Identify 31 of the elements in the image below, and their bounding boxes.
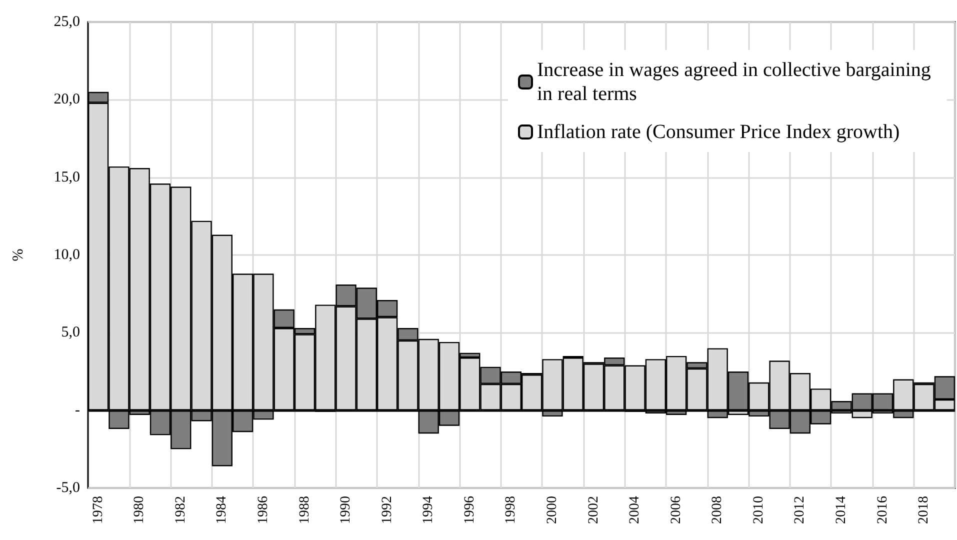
y-tick-label: 20,0 [54, 92, 80, 108]
x-tick-label: 1994 [421, 496, 436, 524]
x-tick-label: 1978 [90, 496, 106, 524]
y-tick-label: 15,0 [54, 169, 80, 186]
x-tick-label: 1980 [132, 496, 148, 524]
x-tick-label: 1990 [338, 496, 354, 524]
x-tick-label: 2012 [792, 496, 808, 524]
x-tick-label: 2002 [586, 496, 602, 524]
y-tick-label: 10,0 [54, 247, 80, 263]
x-tick-label: 1982 [173, 496, 188, 524]
x-tick-label: 1992 [380, 496, 395, 524]
y-tick-label: 25,0 [54, 14, 80, 30]
y-tick-label: - [75, 402, 80, 418]
y-tick-label: 5,0 [61, 324, 80, 341]
legend-label: Increase in wages agreed in collective bargaining in real terms [537, 59, 936, 105]
x-tick-label: 2010 [751, 496, 766, 524]
x-tick-label: 2018 [916, 496, 932, 524]
x-tick-label: 2000 [544, 496, 560, 524]
x-tick-label: 1986 [256, 496, 271, 524]
x-tick-label: 2016 [875, 496, 890, 524]
x-tick-label: 1998 [504, 496, 519, 524]
x-tick-label: 1996 [462, 496, 478, 524]
x-tick-label: 1988 [297, 496, 312, 524]
y-axis-title: % [10, 248, 26, 262]
legend-label: Inflation rate (Consumer Price Index growth) [537, 121, 900, 143]
x-tick-label: 1984 [214, 496, 230, 524]
x-tick-label: 2014 [834, 496, 849, 524]
x-tick-label: 2006 [668, 496, 684, 524]
x-tick-label: 2004 [628, 496, 643, 524]
x-tick-label: 2008 [710, 496, 726, 524]
y-tick-label: -5,0 [56, 480, 80, 496]
